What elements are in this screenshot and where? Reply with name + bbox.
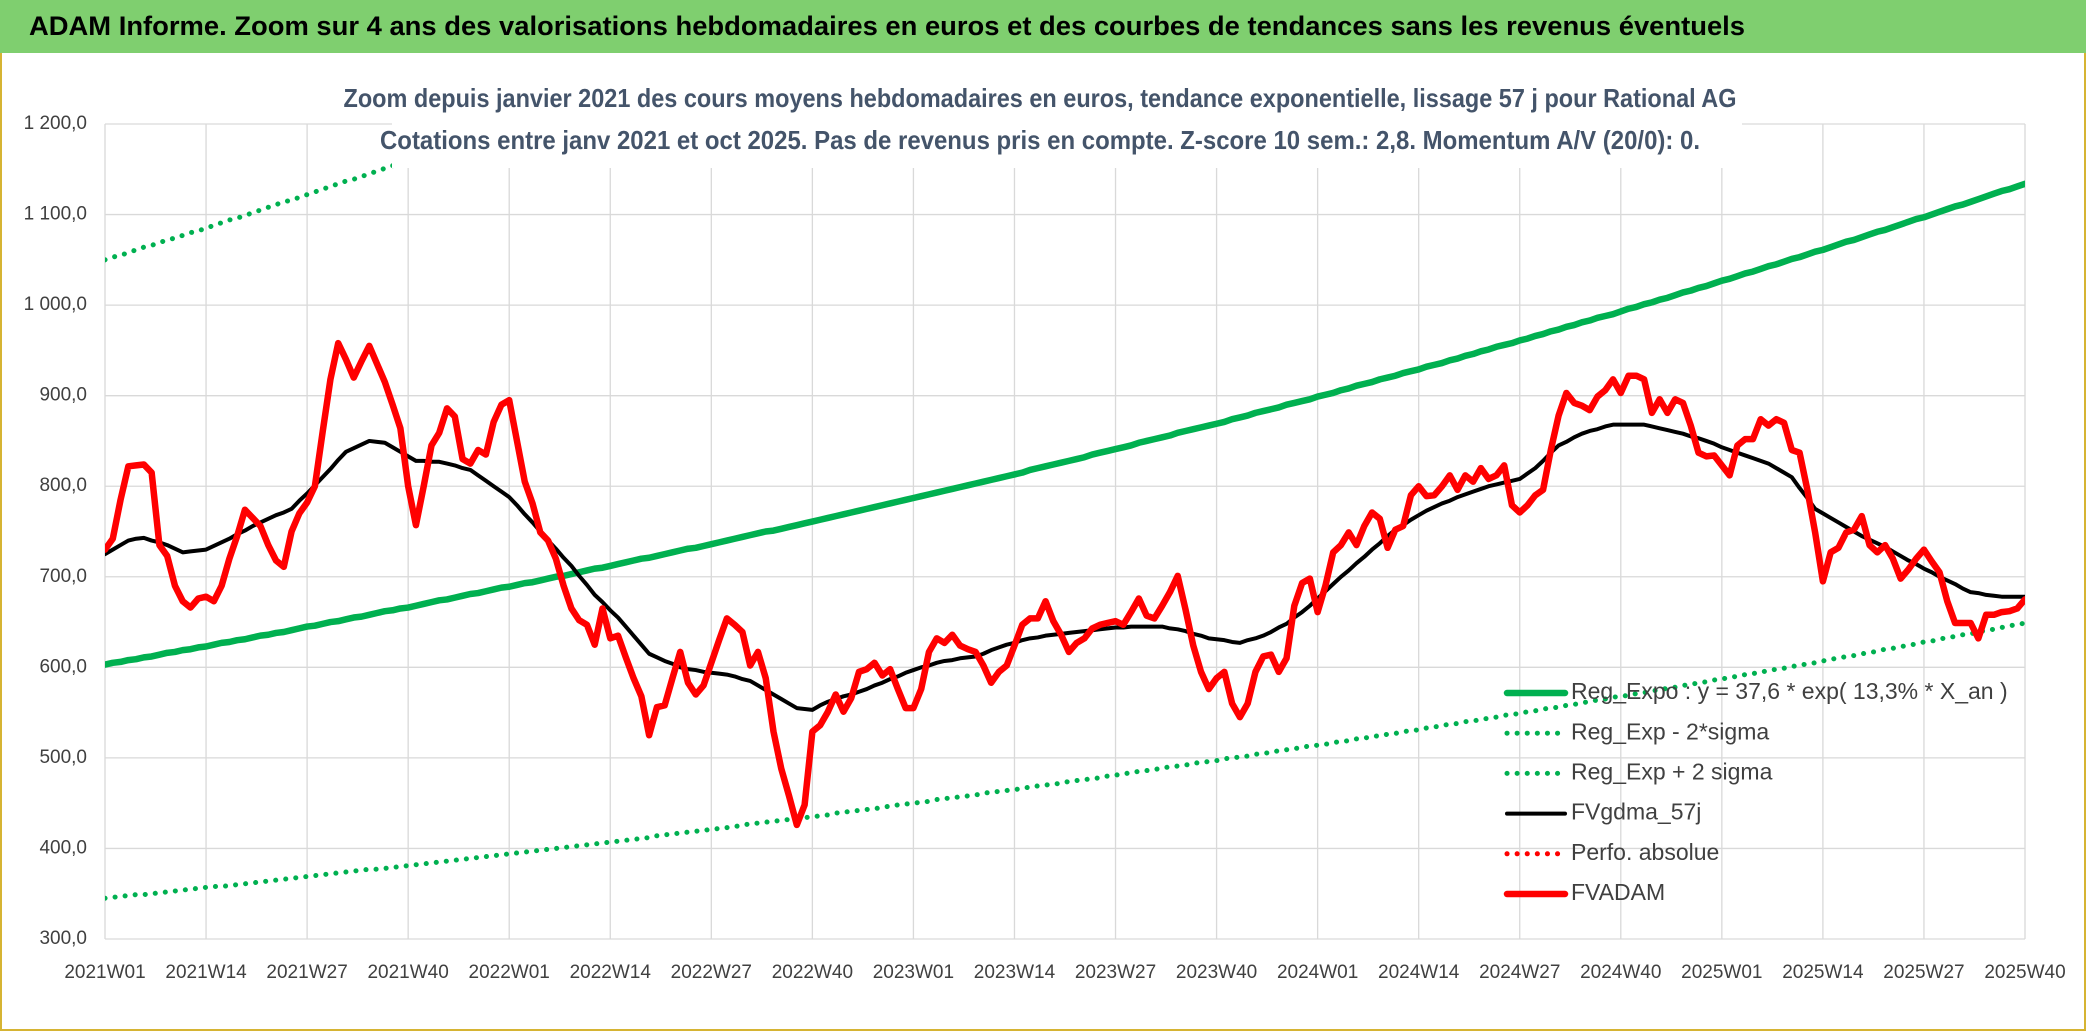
chart-subtitle: Cotations entre janv 2021 et oct 2025. P… (380, 125, 1700, 155)
y-tick-label: 600,0 (39, 656, 87, 677)
series-line (105, 339, 2025, 829)
y-tick-label: 1 100,0 (24, 204, 87, 225)
x-tick-label: 2025W14 (1782, 962, 1864, 983)
y-tick-label: 1 200,0 (24, 113, 87, 134)
legend-label: Perfo. absolue (1571, 839, 1719, 865)
y-tick-label: 700,0 (39, 566, 87, 587)
title-background (392, 78, 1742, 168)
legend-label: Reg_Expo : y = 37,6 * exp( 13,3% * X_an … (1571, 678, 2008, 704)
x-tick-label: 2024W01 (1277, 962, 1358, 983)
x-tick-label: 2021W40 (367, 962, 448, 983)
y-tick-label: 1 000,0 (24, 294, 87, 315)
x-tick-label: 2024W14 (1378, 962, 1460, 983)
x-tick-label: 2025W40 (1984, 962, 2065, 983)
x-tick-label: 2022W14 (570, 962, 652, 983)
y-tick-label: 400,0 (39, 837, 87, 858)
y-tick-label: 300,0 (39, 928, 87, 949)
x-tick-label: 2024W27 (1479, 962, 1560, 983)
header-title: ADAM Informe. Zoom sur 4 ans des valoris… (29, 11, 1745, 41)
x-tick-label: 2021W27 (266, 962, 347, 983)
legend-label: FVgdma_57j (1571, 799, 1701, 825)
plot-area (105, 124, 2025, 901)
legend-label: Reg_Exp + 2 sigma (1571, 758, 1773, 784)
chart-title-block: Zoom depuis janvier 2021 des cours moyen… (344, 78, 1742, 168)
legend-label: FVADAM (1571, 879, 1665, 905)
x-tick-label: 2022W40 (772, 962, 853, 983)
x-tick-label: 2022W01 (469, 962, 550, 983)
x-tick-label: 2021W01 (64, 962, 145, 983)
series-line (105, 422, 2025, 712)
header-banner (0, 0, 2086, 53)
x-tick-label: 2022W27 (671, 962, 752, 983)
x-tick-label: 2021W14 (165, 962, 247, 983)
x-tick-label: 2023W27 (1075, 962, 1156, 983)
x-tick-label: 2025W27 (1883, 962, 1964, 983)
y-tick-label: 500,0 (39, 747, 87, 768)
x-tick-label: 2025W01 (1681, 962, 1762, 983)
series-line (105, 620, 2025, 901)
legend-label: Reg_Exp - 2*sigma (1571, 718, 1769, 744)
x-tick-label: 2024W40 (1580, 962, 1661, 983)
x-tick-label: 2023W01 (873, 962, 954, 983)
x-tick-label: 2023W40 (1176, 962, 1257, 983)
y-tick-label: 900,0 (39, 385, 87, 406)
x-tick-label: 2023W14 (974, 962, 1056, 983)
y-tick-label: 800,0 (39, 475, 87, 496)
series-line (105, 180, 2025, 668)
chart-title: Zoom depuis janvier 2021 des cours moyen… (344, 83, 1737, 113)
